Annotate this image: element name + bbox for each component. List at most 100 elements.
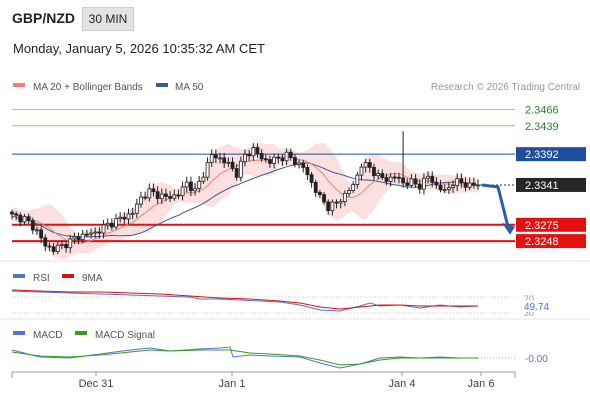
candle-body — [409, 178, 414, 186]
candle-body — [413, 178, 418, 185]
candle-body — [143, 196, 148, 199]
candle-body — [97, 231, 102, 234]
candle-body — [392, 176, 397, 179]
candle-body — [222, 157, 227, 164]
level-box-pivot — [516, 147, 586, 162]
candle-body — [55, 244, 60, 252]
candle-body — [84, 233, 89, 236]
candle-body — [60, 243, 64, 246]
rsi-value-bg — [520, 300, 552, 312]
candle-body — [209, 154, 214, 163]
candle-body — [476, 184, 480, 187]
candle-body — [247, 153, 252, 157]
candle-body — [22, 216, 27, 223]
ma20-legend-label: MA 20 + Bollinger Bands — [33, 82, 143, 93]
macd-legend-swatch — [13, 331, 25, 335]
x-tick-label: Dec 31 — [79, 378, 114, 390]
candle-body — [218, 157, 222, 160]
candle-body — [276, 156, 281, 159]
candle-body — [405, 182, 410, 186]
candle-body — [467, 182, 472, 188]
candle-body — [230, 161, 235, 169]
candle-body — [109, 222, 114, 228]
candle-body — [68, 238, 73, 249]
candle-body — [255, 147, 260, 154]
candle-body — [193, 188, 197, 192]
ma50-legend-swatch — [156, 83, 168, 87]
level-label-resistance: 2.3439 — [525, 121, 559, 133]
copyright-notice: Research © 2026 Trading Central — [431, 82, 580, 93]
candle-body — [151, 188, 156, 193]
candle-body — [288, 151, 293, 158]
rsi-ma-legend-swatch — [62, 274, 74, 278]
candle-body — [238, 160, 243, 178]
macd-signal-legend-label: MACD Signal — [95, 330, 155, 341]
candle-body — [10, 211, 14, 215]
candle-body — [51, 246, 56, 252]
candle-body — [139, 196, 143, 205]
x-tick-label: Jan 1 — [219, 378, 246, 390]
candle-body — [334, 201, 339, 204]
level-box-support — [516, 217, 586, 232]
macd-line — [11, 346, 478, 369]
candle-body — [305, 167, 310, 176]
rsi-legend-label: RSI — [33, 273, 50, 284]
macd-signal-line — [11, 349, 478, 366]
forecast-arrow — [481, 183, 510, 228]
candle-body — [363, 162, 368, 168]
candle-body — [272, 156, 277, 164]
candle-body — [322, 194, 326, 203]
ma50-line — [11, 162, 479, 238]
level-label-resistance: 2.3466 — [525, 104, 559, 116]
candle-body — [401, 177, 406, 184]
candle-body — [284, 151, 289, 162]
candle-body — [330, 201, 335, 211]
macd-legend-label: MACD — [33, 330, 62, 341]
candle-body — [359, 166, 364, 176]
candle-body — [372, 166, 376, 177]
candle-body — [213, 154, 218, 159]
candle-body — [47, 245, 52, 248]
candle-body — [14, 213, 19, 216]
candle-body — [184, 181, 189, 188]
candle-body — [351, 184, 356, 191]
candle-body — [130, 212, 135, 215]
macd-signal-legend-swatch — [75, 331, 87, 335]
currency-pair-title: GBP/NZD — [12, 10, 75, 26]
candle-body — [80, 233, 85, 241]
rsi-value-label: 49.74 — [524, 302, 549, 313]
level-box-support — [516, 234, 586, 249]
candle-body — [380, 173, 385, 178]
candle-body — [459, 178, 464, 184]
candle-body — [243, 153, 247, 162]
x-tick-label: Jan 6 — [468, 378, 495, 390]
rsi-70-label: 70 — [524, 294, 534, 304]
rsi-ma-legend-label: 9MA — [82, 273, 103, 284]
candle-body — [388, 176, 393, 182]
candle-body — [313, 182, 318, 193]
level-label-pivot: 2.3392 — [525, 149, 559, 161]
candle-body — [114, 218, 118, 228]
candle-body — [259, 153, 264, 160]
candle-body — [234, 168, 239, 178]
candle-body — [355, 174, 360, 185]
candle-body — [89, 232, 93, 235]
candle-body — [122, 216, 127, 220]
candle-body — [93, 231, 98, 234]
candle-body — [471, 182, 476, 186]
candle-body — [251, 147, 256, 157]
candle-body — [434, 181, 439, 186]
candle-body — [105, 222, 110, 226]
rsi-ma-line — [11, 289, 478, 310]
candle-body — [293, 157, 297, 165]
candle-body — [367, 162, 372, 168]
timeframe-button[interactable]: 30 MIN — [82, 7, 134, 31]
candle-body — [422, 177, 426, 190]
candle-body — [397, 176, 401, 179]
candle-body — [446, 187, 451, 190]
candle-body — [172, 194, 177, 199]
level-label-support: 2.3275 — [525, 220, 559, 232]
candle-body — [168, 196, 173, 199]
candle-body — [159, 193, 164, 200]
